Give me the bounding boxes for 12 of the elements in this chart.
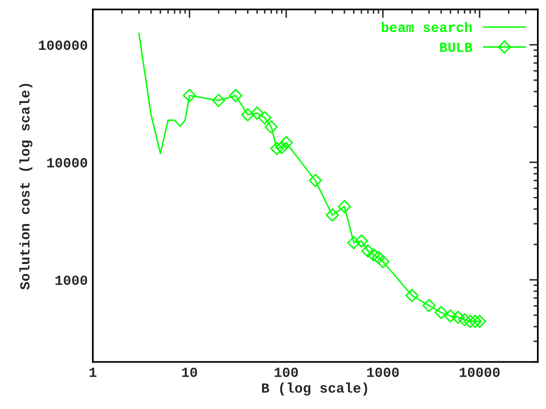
x-tick-label: 100 xyxy=(274,368,298,378)
y-tick-label: 1000 xyxy=(56,276,88,285)
x-axis-title: B (log scale) xyxy=(262,382,368,396)
y-tick-label: 100000 xyxy=(38,40,88,50)
x-tick-label: 1000 xyxy=(367,368,399,378)
legend-label: beam search xyxy=(382,22,472,32)
x-tick-label: 1 xyxy=(90,368,96,377)
x-tick-label: 10 xyxy=(182,368,198,378)
legend-label: BULB xyxy=(440,42,472,52)
x-tick-label: 10000 xyxy=(460,368,500,378)
y-axis-title: Solution cost (log scale) xyxy=(19,84,32,290)
y-tick-label: 10000 xyxy=(47,158,88,168)
